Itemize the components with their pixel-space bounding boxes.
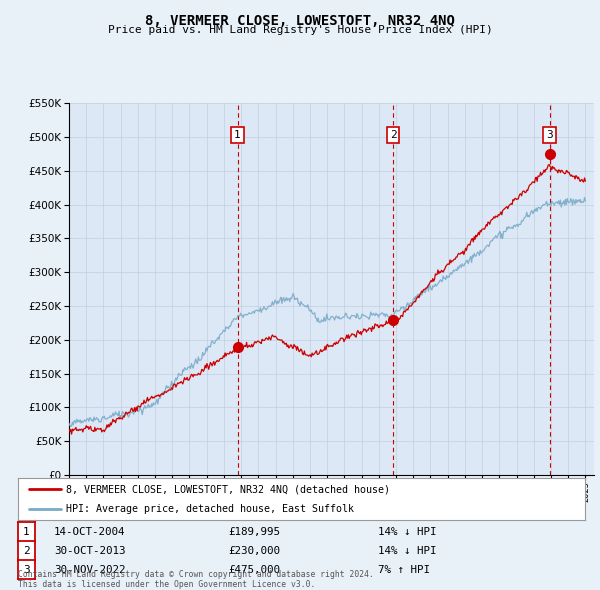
Text: 30-OCT-2013: 30-OCT-2013 xyxy=(54,546,125,556)
Text: HPI: Average price, detached house, East Suffolk: HPI: Average price, detached house, East… xyxy=(66,504,354,514)
Text: 3: 3 xyxy=(23,565,30,575)
Text: Price paid vs. HM Land Registry's House Price Index (HPI): Price paid vs. HM Land Registry's House … xyxy=(107,25,493,35)
Text: £189,995: £189,995 xyxy=(228,527,280,537)
Text: 1: 1 xyxy=(23,527,30,537)
Text: £230,000: £230,000 xyxy=(228,546,280,556)
Text: 7% ↑ HPI: 7% ↑ HPI xyxy=(378,565,430,575)
Text: 30-NOV-2022: 30-NOV-2022 xyxy=(54,565,125,575)
Text: £475,000: £475,000 xyxy=(228,565,280,575)
Text: 8, VERMEER CLOSE, LOWESTOFT, NR32 4NQ: 8, VERMEER CLOSE, LOWESTOFT, NR32 4NQ xyxy=(145,14,455,28)
Text: 14-OCT-2004: 14-OCT-2004 xyxy=(54,527,125,537)
Text: Contains HM Land Registry data © Crown copyright and database right 2024.
This d: Contains HM Land Registry data © Crown c… xyxy=(18,570,374,589)
Text: 8, VERMEER CLOSE, LOWESTOFT, NR32 4NQ (detached house): 8, VERMEER CLOSE, LOWESTOFT, NR32 4NQ (d… xyxy=(66,484,390,494)
Text: 2: 2 xyxy=(390,130,397,140)
Text: 2: 2 xyxy=(23,546,30,556)
Text: 1: 1 xyxy=(234,130,241,140)
Text: 3: 3 xyxy=(546,130,553,140)
Text: 14% ↓ HPI: 14% ↓ HPI xyxy=(378,546,437,556)
Text: 14% ↓ HPI: 14% ↓ HPI xyxy=(378,527,437,537)
